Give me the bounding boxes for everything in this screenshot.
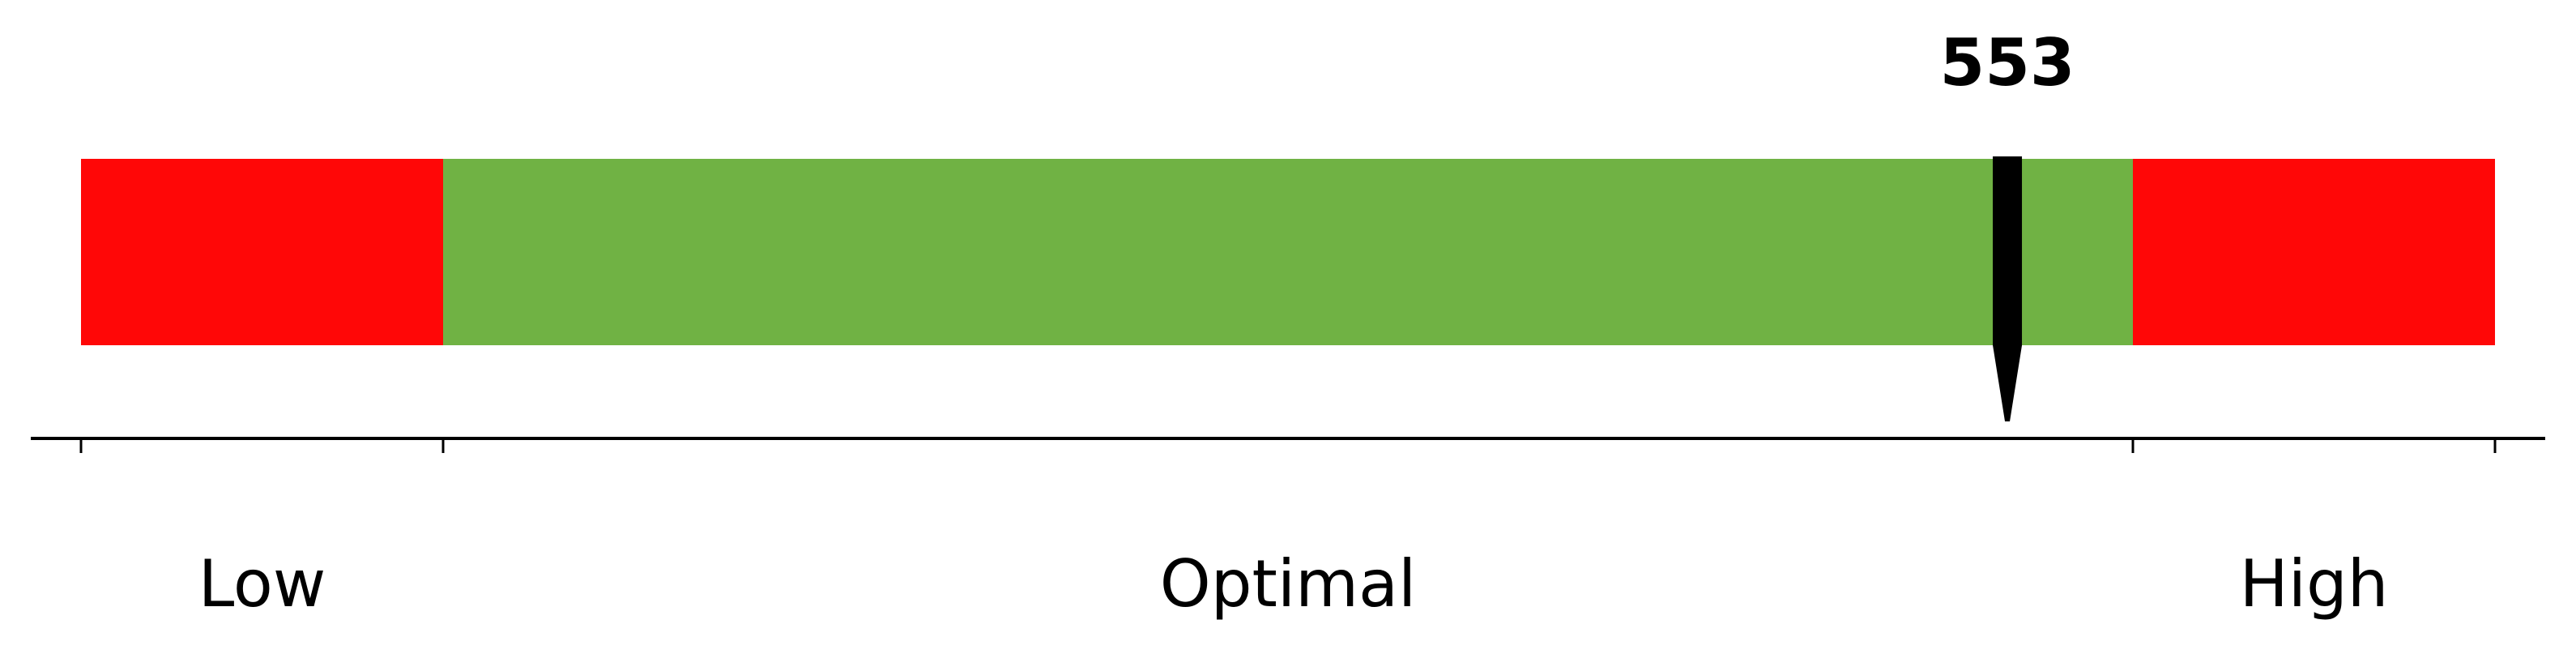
range-band-optimal bbox=[443, 159, 2133, 345]
x-axis-ticks bbox=[79, 438, 2497, 453]
range-band-low bbox=[81, 159, 443, 345]
range-label-high: High bbox=[2240, 546, 2389, 622]
range-labels: Low Optimal High bbox=[198, 546, 2389, 622]
value-marker bbox=[1993, 156, 2023, 421]
range-label-low: Low bbox=[198, 546, 326, 622]
range-label-optimal: Optimal bbox=[1160, 546, 1417, 622]
value-label: 553 bbox=[1940, 25, 2075, 100]
range-bands bbox=[81, 159, 2495, 345]
range-band-high bbox=[2133, 159, 2495, 345]
value-marker-needle bbox=[1993, 156, 2023, 421]
